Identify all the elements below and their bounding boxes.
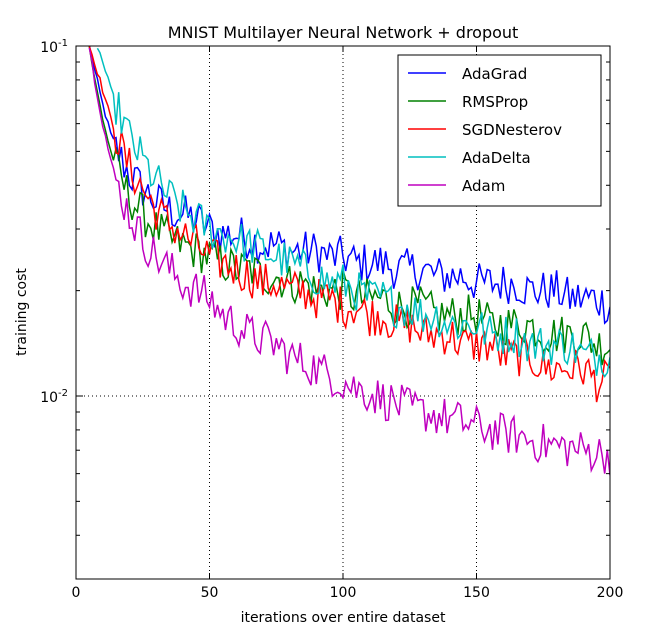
legend-label-rmsprop: RMSProp xyxy=(462,93,528,111)
legend: AdaGrad RMSProp SGDNesterov AdaDelta Adam xyxy=(397,54,602,207)
series-line-adam xyxy=(88,47,610,476)
legend-label-adam: Adam xyxy=(462,177,505,195)
legend-label-adadelta: AdaDelta xyxy=(462,149,531,167)
y-tick-base: 10 xyxy=(40,40,58,56)
x-tick-label: 100 xyxy=(330,585,357,601)
y-tick-base: 10 xyxy=(40,390,58,406)
x-axis-label: iterations over entire dataset xyxy=(241,610,446,626)
legend-box xyxy=(397,54,602,207)
chart-title: MNIST Multilayer Neural Network + dropou… xyxy=(168,23,519,42)
x-tick-label: 0 xyxy=(72,585,81,601)
x-tick-label: 50 xyxy=(201,585,219,601)
x-tick-label: 200 xyxy=(597,585,624,601)
y-tick-exponent: -1 xyxy=(58,38,68,49)
y-axis-label: training cost xyxy=(14,268,30,356)
series-line-adadelta xyxy=(96,47,610,378)
legend-label-adagrad: AdaGrad xyxy=(462,65,527,83)
y-tick-label: 10-1 xyxy=(40,38,68,56)
y-tick-exponent: -2 xyxy=(58,388,68,399)
legend-label-sgdnesterov: SGDNesterov xyxy=(462,121,562,139)
y-tick-label: 10-2 xyxy=(40,388,68,406)
series-line-adagrad xyxy=(88,46,610,325)
x-tick-label: 150 xyxy=(463,585,490,601)
series-layer xyxy=(88,46,610,476)
